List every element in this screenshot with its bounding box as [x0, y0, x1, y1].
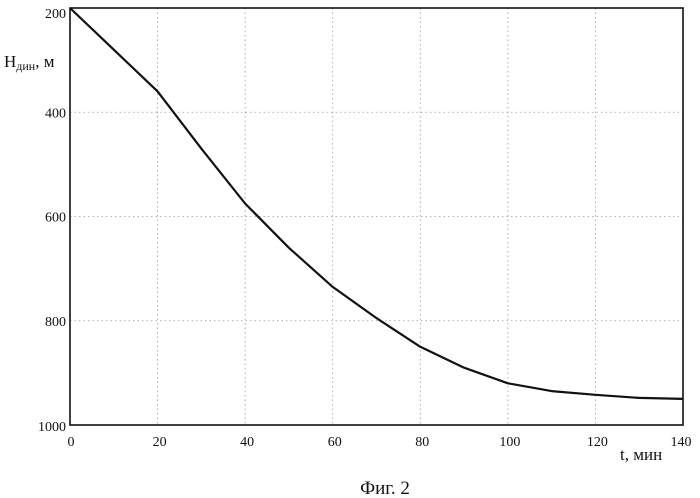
x-tick-label: 100: [499, 435, 520, 450]
grid: [70, 8, 683, 425]
x-tick-label: 0: [68, 435, 75, 450]
y-axis-label: Hдин, м: [4, 52, 55, 73]
y-tick-label: 800: [45, 315, 66, 330]
x-axis-label: t, мин: [620, 445, 662, 464]
x-tick-label: 60: [328, 435, 342, 450]
y-tick-label: 600: [45, 211, 66, 226]
x-tick-label: 120: [587, 435, 608, 450]
x-tick-label: 140: [671, 435, 692, 450]
y-tick-label: 1000: [38, 420, 66, 435]
tick-labels: 0 20 40 60 80 100 120 140 200 400 600 800 1000: [38, 7, 692, 450]
y-tick-label: 400: [45, 106, 66, 121]
x-tick-label: 40: [240, 435, 254, 450]
x-tick-label: 80: [415, 435, 429, 450]
x-tick-label: 20: [153, 435, 167, 450]
figure-caption: Фиг. 2: [360, 478, 410, 498]
y-tick-label: 200: [45, 7, 66, 22]
series-line: [70, 8, 683, 399]
